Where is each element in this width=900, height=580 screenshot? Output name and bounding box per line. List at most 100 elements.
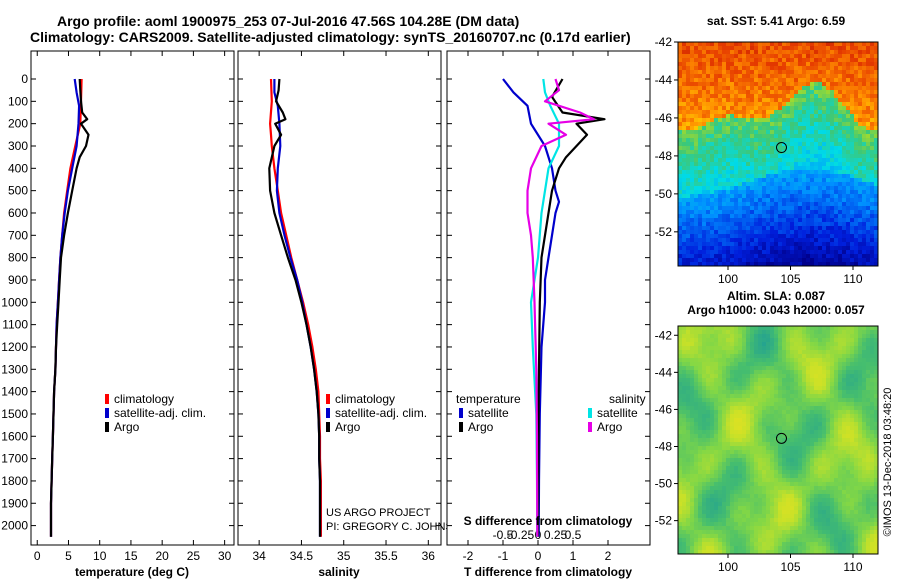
sst-cell [686, 174, 690, 178]
sla-cell [870, 450, 874, 454]
sst-cell [778, 186, 782, 190]
sla-cell [726, 358, 730, 362]
sst-cell [770, 118, 774, 122]
sla-cell [834, 422, 838, 426]
sla-cell [706, 398, 710, 402]
sla-cell [802, 370, 806, 374]
sla-cell [830, 366, 834, 370]
sst-cell [822, 62, 826, 66]
sst-cell [694, 138, 698, 142]
sst-cell [738, 210, 742, 214]
sst-cell [698, 42, 702, 46]
sst-cell [758, 206, 762, 210]
sst-cell [794, 130, 798, 134]
sla-cell [846, 406, 850, 410]
sla-cell [818, 466, 822, 470]
sst-cell [798, 262, 802, 266]
sst-cell [850, 42, 854, 46]
sst-cell [854, 250, 858, 254]
sla-cell [686, 338, 690, 342]
sst-cell [690, 182, 694, 186]
sst-cell [722, 194, 726, 198]
sla-cell [810, 366, 814, 370]
sst-cell [838, 154, 842, 158]
sst-cell [874, 86, 878, 90]
sst-cell [802, 186, 806, 190]
sst-cell [830, 126, 834, 130]
sst-cell [846, 62, 850, 66]
sla-cell [802, 390, 806, 394]
sla-cell [798, 370, 802, 374]
sst-cell [774, 194, 778, 198]
sst-cell [742, 198, 746, 202]
sla-cell [686, 406, 690, 410]
sst-cell [810, 154, 814, 158]
sla-cell [758, 338, 762, 342]
sst-cell [834, 182, 838, 186]
sst-cell [690, 206, 694, 210]
sst-cell [774, 98, 778, 102]
sst-cell [718, 226, 722, 230]
sst-cell [718, 98, 722, 102]
sla-cell [762, 330, 766, 334]
sst-cell [806, 90, 810, 94]
sst-cell [686, 114, 690, 118]
sla-cell [866, 398, 870, 402]
sst-cell [802, 238, 806, 242]
sst-cell [794, 182, 798, 186]
sla-cell [814, 342, 818, 346]
sla-cell [694, 394, 698, 398]
sla-cell [702, 462, 706, 466]
sla-cell [738, 446, 742, 450]
sst-cell [770, 262, 774, 266]
sst-cell [858, 262, 862, 266]
sla-cell [738, 334, 742, 338]
sst-cell [686, 130, 690, 134]
sst-cell [738, 118, 742, 122]
sst-cell [750, 142, 754, 146]
sst-cell [826, 62, 830, 66]
sst-cell [714, 198, 718, 202]
sla-cell [730, 410, 734, 414]
sla-cell [790, 406, 794, 410]
sst-cell [806, 262, 810, 266]
sla-cell [814, 426, 818, 430]
sst-cell [874, 146, 878, 150]
sla-cell [774, 330, 778, 334]
sst-cell [802, 82, 806, 86]
sst-cell [834, 242, 838, 246]
sst-cell [746, 78, 750, 82]
sst-cell [698, 134, 702, 138]
sst-cell [786, 210, 790, 214]
sla-cell [842, 362, 846, 366]
sla-cell [874, 374, 878, 378]
sla-cell [726, 378, 730, 382]
sst-cell [862, 70, 866, 74]
sla-cell [718, 330, 722, 334]
sst-cell [726, 194, 730, 198]
sla-cell [874, 398, 878, 402]
sla-cell [682, 398, 686, 402]
sst-cell [810, 86, 814, 90]
sla-cell [842, 462, 846, 466]
sla-cell [834, 386, 838, 390]
sst-cell [782, 230, 786, 234]
sst-cell [682, 230, 686, 234]
sla-cell [830, 434, 834, 438]
sst-cell [702, 146, 706, 150]
sla-cell [758, 474, 762, 478]
sla-cell [790, 454, 794, 458]
sla-cell [838, 370, 842, 374]
sst-cell [794, 138, 798, 142]
sla-cell [682, 466, 686, 470]
x-tick-label: -2 [463, 549, 474, 563]
sla-cell [690, 406, 694, 410]
sla-cell [730, 470, 734, 474]
sst-cell [722, 78, 726, 82]
sla-cell [706, 454, 710, 458]
sst-cell [730, 62, 734, 66]
sla-cell [722, 354, 726, 358]
sst-cell [742, 66, 746, 70]
sst-cell [690, 134, 694, 138]
sst-cell [762, 86, 766, 90]
